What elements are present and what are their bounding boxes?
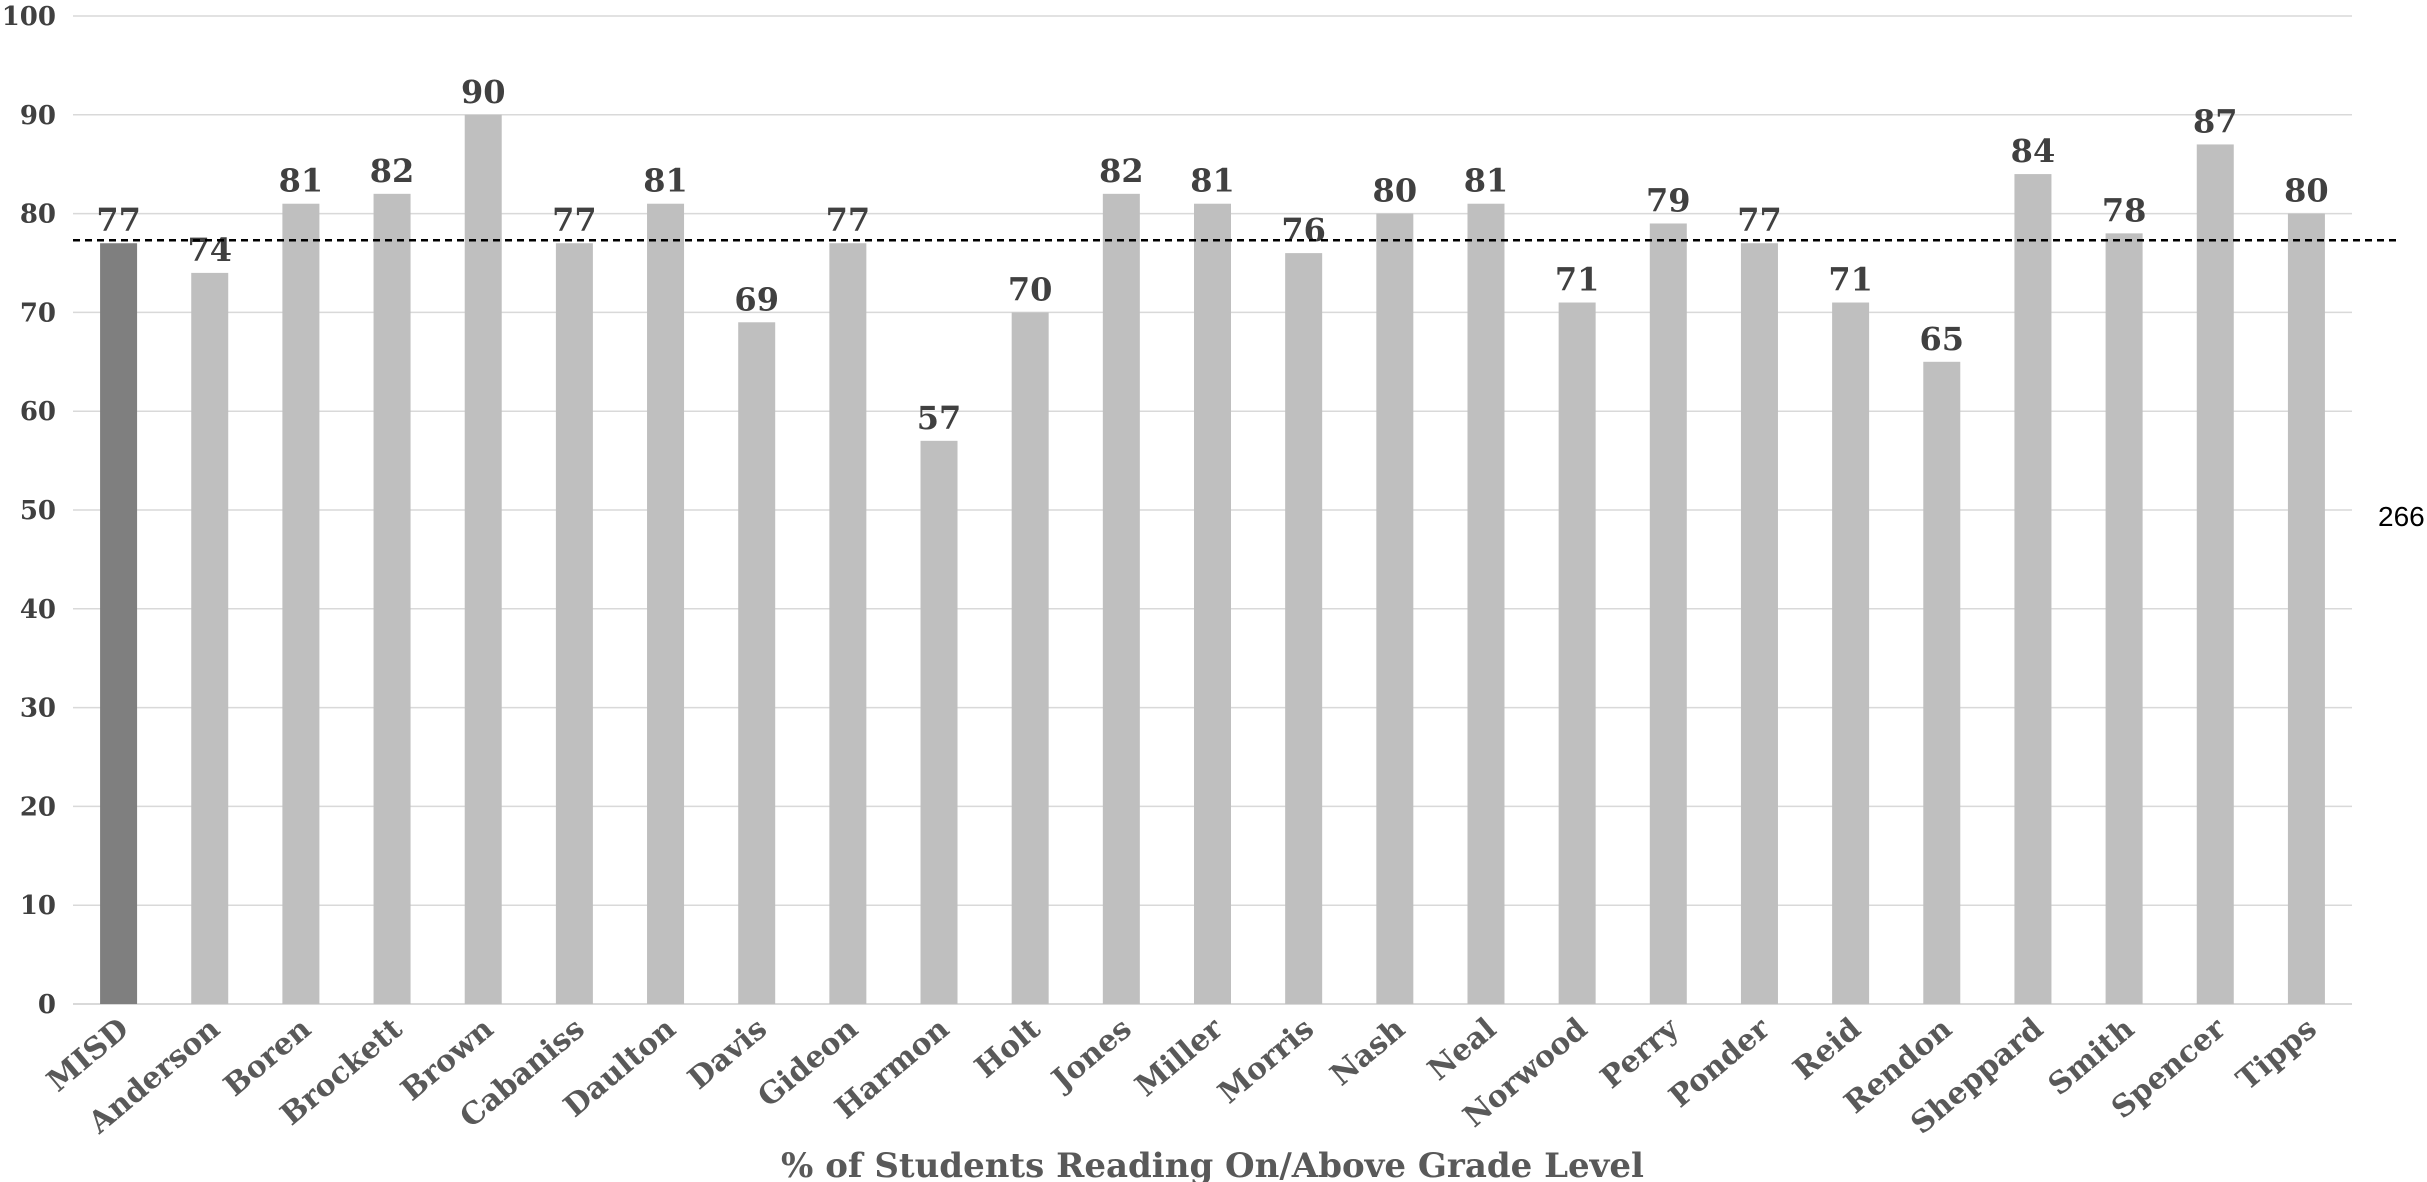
y-tick-label: 50: [20, 496, 56, 526]
data-label-cabaniss: 77: [552, 201, 597, 239]
bar-norwood: [1558, 302, 1596, 1004]
x-axis-ticks: MISDAndersonBorenBrockettBrownCabanissDa…: [41, 1010, 2324, 1141]
data-label-sheppard: 84: [2011, 132, 2056, 170]
y-tick-label: 40: [20, 595, 56, 625]
bar-miller: [1194, 203, 1231, 1005]
data-label-anderson: 74: [187, 231, 232, 269]
data-label-daulton: 81: [643, 162, 688, 200]
x-tick-label-ponder: Ponder: [1663, 1011, 1778, 1115]
data-label-spencer: 87: [2193, 102, 2238, 140]
data-label-gideon: 77: [826, 201, 871, 239]
data-label-norwood: 71: [1555, 261, 1600, 299]
bar-cabaniss: [555, 243, 593, 1005]
bar-smith: [2105, 233, 2143, 1005]
data-labels: 77 74 81 82 90 77 81 69 77 57 70 82 81 76 80 81 71 79 77 71…: [96, 73, 2328, 437]
bar-anderson: [191, 272, 229, 1004]
data-label-brockett: 82: [370, 152, 415, 190]
y-tick-label: 10: [20, 891, 56, 921]
bar-tipps: [2287, 213, 2325, 1005]
x-tick-label-reid: Reid: [1787, 1011, 1868, 1087]
bar-gideon: [829, 243, 867, 1005]
data-label-ponder: 77: [1737, 201, 1782, 239]
bar-brockett: [373, 193, 411, 1005]
data-label-tipps: 80: [2284, 172, 2329, 210]
data-label-davis: 69: [734, 280, 779, 318]
bar-misd: [100, 243, 138, 1005]
bar-daulton: [647, 203, 685, 1005]
bar-nash: [1376, 213, 1414, 1005]
data-label-jones: 82: [1099, 152, 1144, 190]
x-tick-label-neal: Neal: [1421, 1011, 1503, 1088]
y-tick-label: 70: [20, 298, 56, 328]
data-label-miller: 81: [1190, 162, 1235, 200]
y-tick-label: 90: [20, 101, 56, 131]
data-label-boren: 81: [279, 162, 324, 200]
bar-holt: [1011, 312, 1049, 1004]
bar-harmon: [920, 440, 958, 1005]
bar-spencer: [2196, 144, 2234, 1004]
y-tick-label: 100: [2, 2, 56, 32]
bar-ponder: [1740, 243, 1778, 1005]
data-label-perry: 79: [1646, 181, 1691, 219]
bar-morris: [1285, 253, 1323, 1004]
bar-brown: [464, 114, 502, 1005]
y-tick-label: 80: [20, 200, 56, 230]
x-tick-label-morris: Morris: [1212, 1011, 1321, 1111]
x-tick-label-tipps: Tipps: [2230, 1011, 2323, 1097]
bar-jones: [1102, 193, 1140, 1005]
data-label-brown: 90: [461, 73, 506, 111]
x-tick-label-holt: Holt: [968, 1011, 1047, 1085]
data-label-reid: 71: [1828, 261, 1873, 299]
data-label-harmon: 57: [917, 399, 962, 437]
data-label-neal: 81: [1464, 162, 1509, 200]
side-note: 266: [2378, 501, 2425, 532]
data-label-smith: 78: [2102, 191, 2147, 229]
data-label-misd: 77: [96, 201, 141, 239]
y-tick-label: 30: [20, 694, 56, 724]
bar-davis: [738, 322, 776, 1004]
bar-perry: [1649, 223, 1687, 1005]
y-axis-ticks: 0 10 20 30 40 50 60 70 80 90 100: [2, 2, 56, 1020]
bar-neal: [1467, 203, 1505, 1005]
x-axis-title: % of Students Reading On/Above Grade Lev…: [781, 1146, 1644, 1182]
y-tick-label: 60: [20, 397, 56, 427]
y-tick-label: 20: [20, 792, 56, 822]
x-tick-label-nash: Nash: [1324, 1011, 1412, 1093]
data-label-nash: 80: [1373, 172, 1418, 210]
data-label-rendon: 65: [1920, 320, 1965, 358]
bar-sheppard: [2014, 174, 2052, 1004]
bar-reid: [1832, 302, 1870, 1004]
bars: [100, 114, 2325, 1005]
data-label-morris: 76: [1281, 211, 1326, 249]
bar-boren: [282, 203, 320, 1005]
bar-rendon: [1923, 361, 1961, 1004]
data-label-holt: 70: [1008, 270, 1053, 308]
y-tick-label: 0: [38, 990, 56, 1020]
x-tick-label-jones: Jones: [1043, 1011, 1138, 1099]
